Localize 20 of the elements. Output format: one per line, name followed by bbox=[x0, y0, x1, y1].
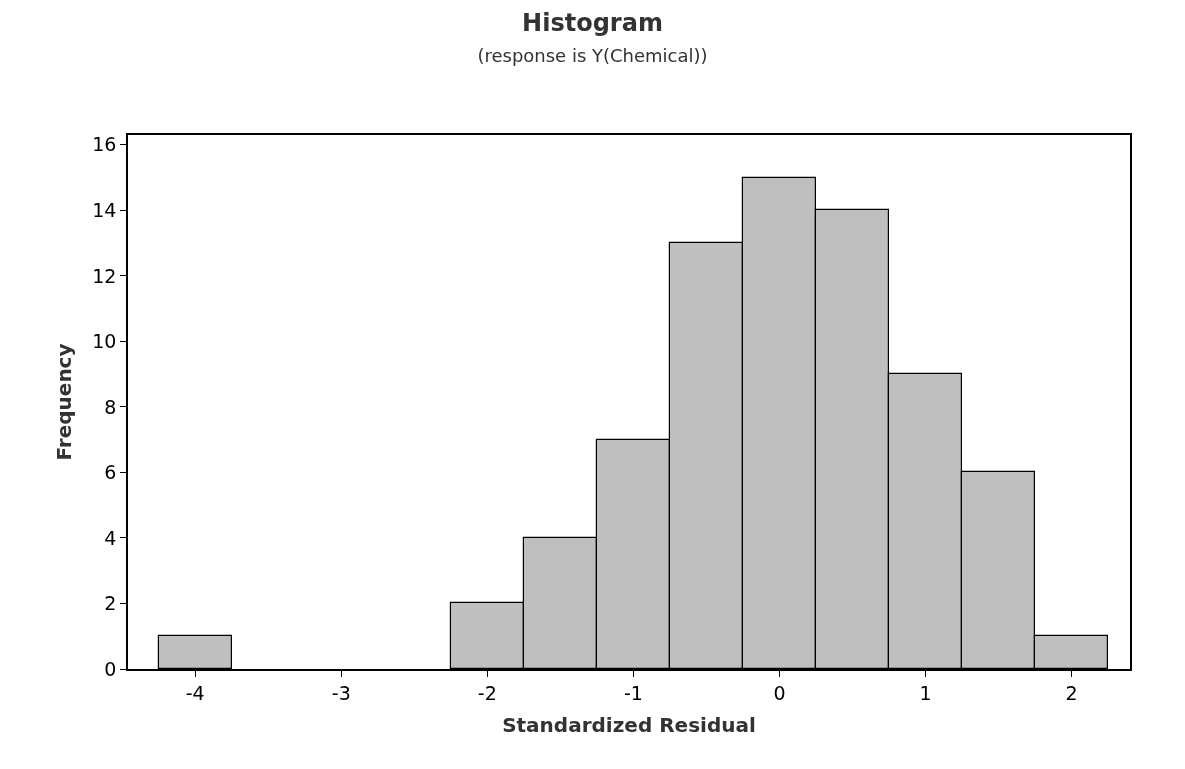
y-tick-label: 2 bbox=[104, 592, 117, 615]
y-tick-label: 12 bbox=[92, 264, 117, 287]
y-tick-label: 8 bbox=[104, 395, 117, 418]
x-tick-label: -1 bbox=[623, 681, 643, 704]
x-tick-label: -2 bbox=[477, 681, 497, 704]
y-tick-label: 14 bbox=[92, 199, 117, 221]
y-tick-label: 6 bbox=[104, 461, 117, 484]
x-tick-label: -3 bbox=[331, 681, 351, 704]
chart-title: Histogram bbox=[522, 8, 663, 37]
y-tick-label: 16 bbox=[92, 133, 117, 156]
x-tick-label: 0 bbox=[773, 681, 786, 704]
x-tick-label: -4 bbox=[185, 681, 205, 704]
y-tick-label: 10 bbox=[92, 330, 117, 353]
y-tick-label: 0 bbox=[104, 657, 117, 680]
x-tick-label: 1 bbox=[919, 681, 932, 704]
x-axis-title: Standardized Residual bbox=[502, 712, 756, 737]
y-tick-label: 4 bbox=[104, 526, 117, 549]
chart-subtitle: (response is Y(Chemical)) bbox=[477, 44, 708, 66]
y-axis-title: Frequency bbox=[52, 343, 77, 461]
x-tick-label: 2 bbox=[1065, 681, 1078, 704]
